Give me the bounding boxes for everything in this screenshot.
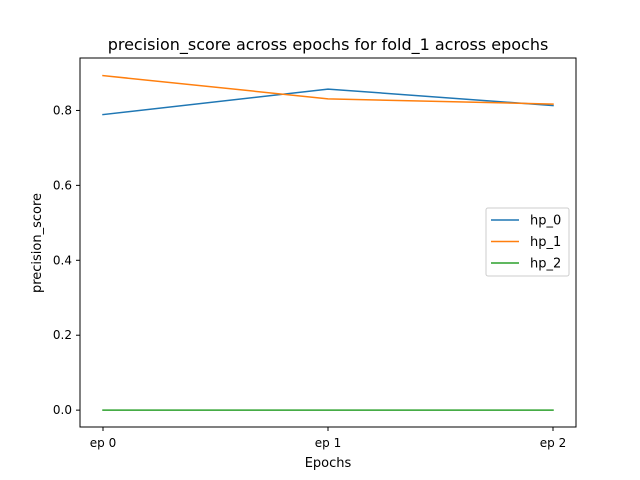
data-point-hp_2-0 [102,409,104,411]
legend-label-hp_1: hp_1 [530,235,561,250]
y-tick-label: 0.2 [53,328,72,342]
y-axis-label: precision_score [30,193,45,293]
data-point-hp_2-2 [552,409,554,411]
series-line-hp_0 [102,88,554,116]
data-point-hp_0-1 [327,88,329,90]
x-tick-label: ep 2 [540,436,566,450]
data-point-hp_2-1 [327,409,329,411]
legend: hp_0 hp_1 hp_2 [485,207,570,277]
data-point-hp_0-0 [102,114,104,116]
data-point-hp_0-2 [552,105,554,107]
series-line-hp_1 [102,74,554,105]
legend-label-hp_0: hp_0 [530,214,561,229]
data-point-hp_1-1 [327,98,329,100]
x-tick-label: ep 0 [90,436,116,450]
chart-title: precision_score across epochs for fold_1… [108,35,549,55]
y-tick-label: 0.0 [53,403,72,417]
x-tick-label: ep 1 [315,436,341,450]
data-point-hp_1-2 [552,103,554,105]
y-axis-ticks: 0.0 0.2 0.4 0.6 0.8 [53,103,80,417]
legend-box [485,207,570,277]
data-point-hp_1-0 [102,75,104,77]
legend-label-hp_2: hp_2 [530,257,561,272]
plot-lines [102,74,554,411]
y-tick-label: 0.4 [53,253,72,267]
x-axis-label: Epochs [305,456,352,471]
x-axis-ticks: ep 0 ep 1 ep 2 [90,427,566,450]
y-tick-label: 0.8 [53,103,72,117]
y-tick-label: 0.6 [53,178,72,192]
